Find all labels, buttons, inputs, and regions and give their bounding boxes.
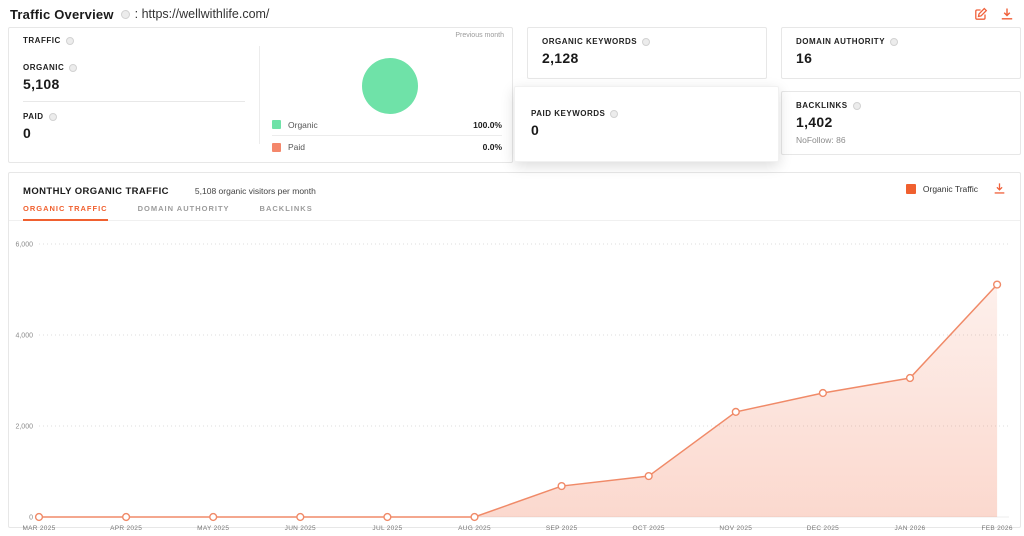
paid-metric: PAID 0 [23,112,245,141]
tab-organic-traffic[interactable]: ORGANIC TRAFFIC [23,204,108,221]
paid-swatch [272,142,281,152]
domain-authority-card: DOMAIN AUTHORITY 16 [781,27,1021,79]
organic-label: ORGANIC [23,63,65,72]
svg-text:OCT 2025: OCT 2025 [633,525,665,532]
organic-traffic-swatch [905,183,916,194]
svg-text:FEB 2026: FEB 2026 [981,525,1012,532]
paid-keywords-card: PAID KEYWORDS 0 [514,86,779,162]
organic-traffic-line-chart: 0 2,000 4,000 6,000 MAR 2025 APR 2025 MAY 2025… [15,241,1012,532]
page-title: Traffic Overview [10,6,114,22]
divider [23,101,245,102]
paid-label: PAID [23,112,44,121]
pie-legend: Organic 100.0% Paid 0.0% [272,114,502,158]
paid-keywords-value: 0 [531,122,540,138]
page-header: Traffic Overview : https://wellwithlife.… [10,4,1014,24]
organic-value: 5,108 [23,76,60,92]
tab-domain-authority[interactable]: DOMAIN AUTHORITY [137,203,230,213]
domain-authority-value: 16 [796,50,813,66]
svg-text:4,000: 4,000 [15,332,33,339]
legend-row-paid: Paid 0.0% [272,136,502,158]
organic-swatch [272,120,281,129]
svg-text:2,000: 2,000 [15,423,33,430]
svg-text:JUN 2025: JUN 2025 [285,525,316,532]
svg-text:NOV 2025: NOV 2025 [719,525,752,532]
backlinks-value: 1,402 [796,114,833,130]
svg-text:0: 0 [29,514,33,521]
chart-legend-label: Organic Traffic [922,183,978,194]
chart-title: MONTHLY ORGANIC TRAFFIC [23,185,169,197]
info-icon[interactable] [65,36,74,45]
svg-text:JUL 2025: JUL 2025 [372,525,402,532]
legend-label: Organic [288,119,318,130]
traffic-card: TRAFFIC ORGANIC 5,108 PAID 0 Previous mo… [8,27,513,163]
info-icon[interactable] [69,63,78,72]
organic-metric: ORGANIC 5,108 [23,63,245,92]
legend-label: Paid [288,142,306,152]
info-icon[interactable] [642,37,651,46]
organic-keywords-card: ORGANIC KEYWORDS 2,128 [527,27,767,79]
edit-icon[interactable] [974,7,988,21]
svg-text:APR 2025: APR 2025 [110,525,142,532]
traffic-card-title: TRAFFIC [23,36,61,45]
header-actions [974,7,1014,21]
svg-text:MAR 2025: MAR 2025 [22,525,55,532]
paid-value: 0 [23,125,32,141]
svg-text:DEC 2025: DEC 2025 [807,525,839,532]
chart-legend: Organic Traffic [905,182,1006,195]
info-icon[interactable] [120,9,130,19]
info-icon[interactable] [852,101,861,110]
legend-row-organic: Organic 100.0% [272,114,502,136]
tab-backlinks[interactable]: BACKLINKS [259,203,313,213]
traffic-pie-panel: Previous month Organic 100.0% Paid 0.0% [260,28,512,162]
organic-keywords-value: 2,128 [542,50,579,66]
chart-tabs: ORGANIC TRAFFIC DOMAIN AUTHORITY BACKLIN… [9,204,1020,221]
traffic-card-metrics: TRAFFIC ORGANIC 5,108 PAID 0 [9,28,259,162]
chart-download-icon[interactable] [993,182,1006,195]
backlinks-label: BACKLINKS [796,101,848,110]
organic-keywords-label: ORGANIC KEYWORDS [542,37,638,46]
backlinks-card: BACKLINKS 1,402 NoFollow: 86 [781,91,1021,155]
monthly-traffic-card: MONTHLY ORGANIC TRAFFIC 5,108 organic vi… [8,172,1021,532]
info-icon[interactable] [48,112,57,121]
domain-authority-label: DOMAIN AUTHORITY [796,37,886,46]
download-icon[interactable] [1000,7,1014,21]
info-icon[interactable] [610,109,619,118]
traffic-pie-chart [362,58,418,114]
info-icon[interactable] [890,37,899,46]
svg-text:JAN 2026: JAN 2026 [895,525,926,532]
vertical-divider [259,46,260,144]
previous-month-label: Previous month [455,32,504,39]
svg-text:MAY 2025: MAY 2025 [197,525,229,532]
legend-pct: 100.0% [473,119,502,130]
chart-subtitle: 5,108 organic visitors per month [194,185,316,196]
legend-pct: 0.0% [482,142,502,152]
svg-text:SEP 2025: SEP 2025 [546,525,578,532]
nofollow-count: NoFollow: 86 [796,135,846,145]
svg-text:AUG 2025: AUG 2025 [458,525,491,532]
site-url: : https://wellwithlife.com/ [134,7,270,21]
chart-header: MONTHLY ORGANIC TRAFFIC 5,108 organic vi… [9,173,1020,197]
traffic-card-title-row: TRAFFIC [23,36,245,45]
paid-keywords-label: PAID KEYWORDS [531,109,606,118]
svg-text:6,000: 6,000 [15,241,33,248]
